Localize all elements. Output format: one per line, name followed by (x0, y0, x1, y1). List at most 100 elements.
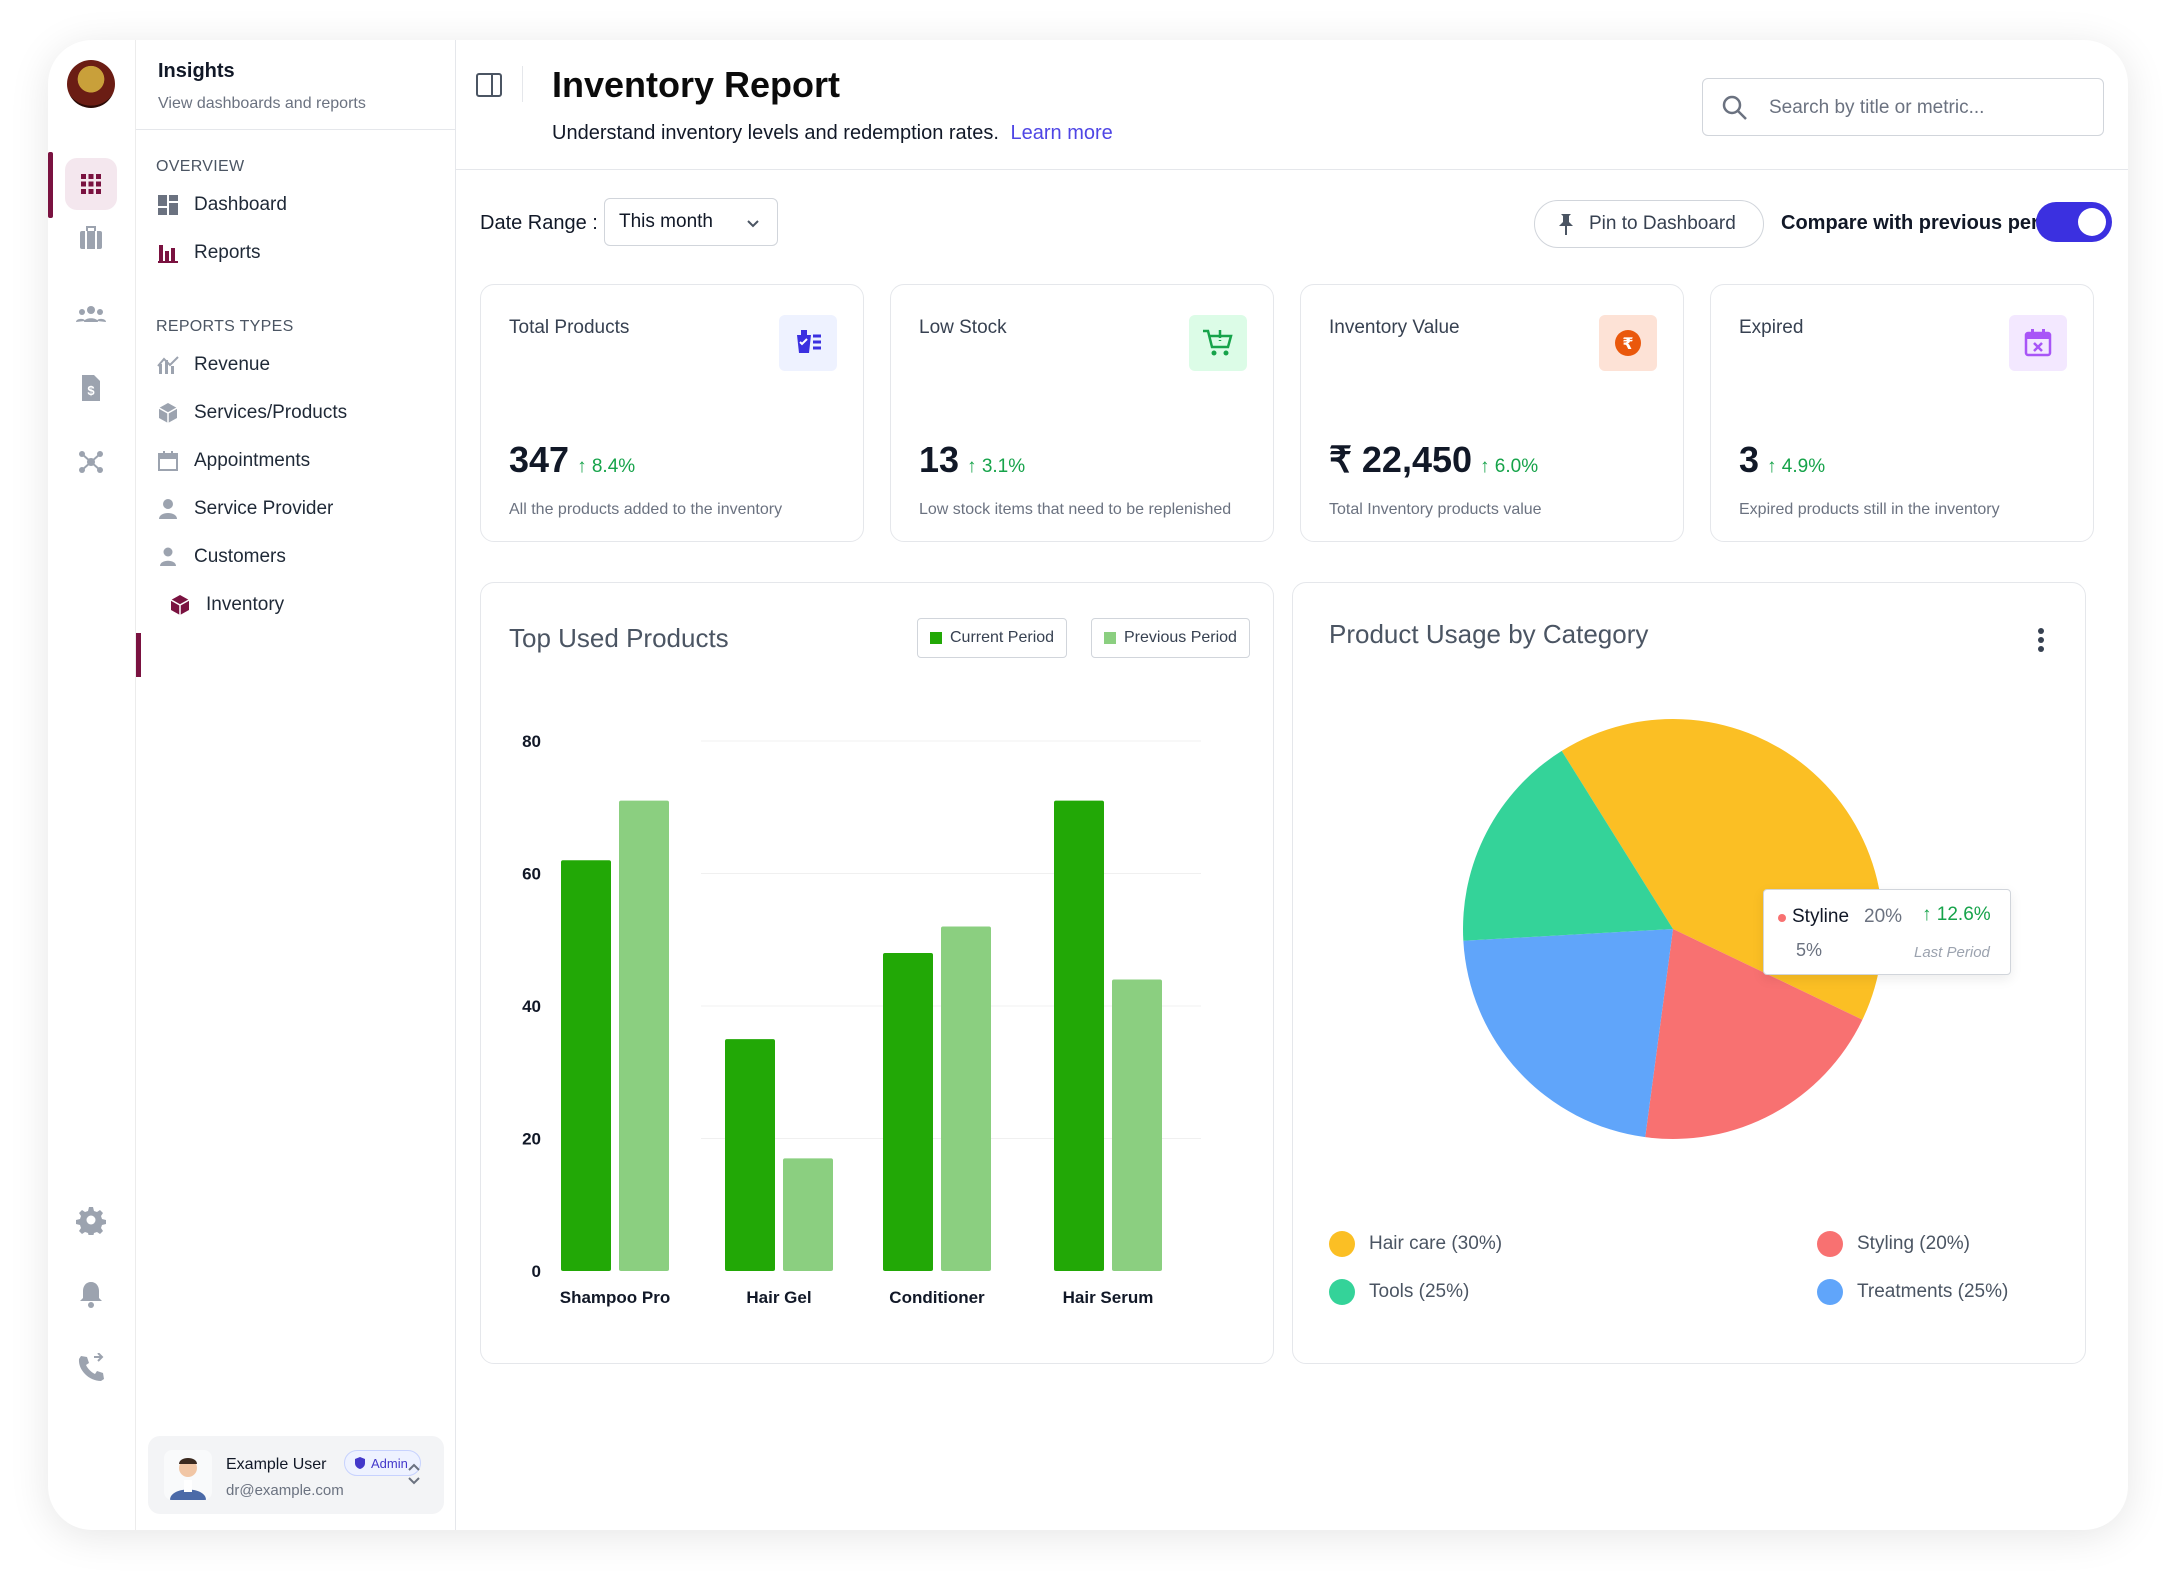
sidebar-toggle-icon[interactable] (474, 70, 504, 100)
compare-toggle[interactable] (2036, 202, 2112, 242)
stat-card-low-stock: Low Stock 13 ↑ 3.1% Low stock items that … (890, 284, 1274, 542)
bar-current[interactable] (883, 953, 933, 1271)
stat-delta: ↑ 8.4% (577, 456, 636, 477)
product-usage-panel: Product Usage by Category Styline 20% ↑ … (1292, 582, 2086, 1364)
rail-settings-button[interactable] (65, 1194, 117, 1246)
avatar (164, 1450, 212, 1500)
sidebar-item-reports[interactable]: Reports (156, 236, 261, 270)
sidebar-item-label: Reports (194, 242, 261, 263)
date-range-select[interactable]: This month (604, 198, 778, 246)
y-tick-label: 80 (522, 732, 541, 751)
page-subtitle: Understand inventory levels and redempti… (552, 122, 1113, 145)
sidebar-subtitle: View dashboards and reports (158, 95, 366, 112)
rail-users-button[interactable] (65, 288, 117, 340)
date-range-label: Date Range : (480, 212, 598, 234)
legend-label: Current Period (950, 629, 1055, 646)
stat-value: 3 ↑ 4.9% (1739, 439, 1825, 481)
pie-legend-styling[interactable]: Styling (20%) (1817, 1231, 1970, 1257)
pin-to-dashboard-button[interactable]: Pin to Dashboard (1534, 200, 1764, 248)
y-tick-label: 60 (522, 865, 541, 884)
rail-invoice-button[interactable]: $ (65, 362, 117, 414)
bar-previous[interactable] (1112, 979, 1162, 1272)
tooltip-previous-value: 5% (1796, 940, 1823, 960)
sidebar-item-label: Customers (194, 546, 286, 567)
stat-value: 347 ↑ 8.4% (509, 439, 635, 481)
learn-more-link[interactable]: Learn more (1010, 122, 1113, 144)
search-box[interactable] (1702, 78, 2104, 136)
stat-delta: ↑ 3.1% (967, 456, 1026, 477)
account-switcher-chevron-icon[interactable] (406, 1458, 422, 1495)
sidebar-item-revenue[interactable]: Revenue (156, 348, 270, 382)
stat-description: Total Inventory products value (1329, 501, 1542, 518)
bar-current[interactable] (1054, 800, 1104, 1271)
stat-title: Total Products (509, 317, 630, 338)
sidebar-active-indicator (136, 633, 141, 677)
pie-legend-treatments[interactable]: Treatments (25%) (1817, 1279, 2008, 1305)
user-name: Example User (226, 1456, 327, 1473)
briefcase-icon (80, 226, 102, 249)
page-header: Inventory Report Understand inventory le… (456, 40, 2128, 170)
tooltip-previous-label: Last Period (1914, 944, 1990, 961)
y-tick-label: 20 (522, 1130, 541, 1149)
bar-previous[interactable] (619, 800, 669, 1271)
rail-network-button[interactable] (65, 436, 117, 488)
sidebar-item-dashboard[interactable]: Dashboard (156, 188, 287, 222)
legend-label: Tools (25%) (1369, 1281, 1470, 1302)
stat-card-inventory-value: Inventory Value ₹ ₹ 22,450 ↑ 6.0% Total I… (1300, 284, 1684, 542)
page-subtitle-text: Understand inventory levels and redempti… (552, 122, 999, 144)
legend-current-period[interactable]: Current Period (917, 618, 1068, 658)
settings-icon (76, 1207, 106, 1235)
pie-legend-tools[interactable]: Tools (25%) (1329, 1279, 1469, 1305)
stat-number: 13 (919, 439, 960, 480)
pie-slice[interactable] (1463, 929, 1673, 1138)
x-tick-label: Conditioner (889, 1288, 985, 1307)
chevron-down-icon (745, 215, 761, 237)
stat-card-total-products: Total Products 347 ↑ 8.4% All the product… (480, 284, 864, 542)
sidebar-item-service-provider[interactable]: Service Provider (156, 492, 333, 526)
rail-grid-button[interactable] (65, 158, 117, 210)
bar-previous[interactable] (783, 1158, 833, 1271)
sidebar-item-inventory[interactable]: Inventory (168, 588, 284, 622)
role-badge: Admin (344, 1450, 421, 1476)
calendar-icon (156, 449, 180, 473)
pie-slice[interactable] (1645, 929, 1863, 1139)
cart-icon (1189, 315, 1247, 371)
bar-current[interactable] (725, 1039, 775, 1271)
sidebar-item-customers[interactable]: Customers (156, 540, 286, 574)
sidebar-title: Insights (158, 60, 235, 82)
dashboard-icon (156, 193, 180, 217)
pin-label: Pin to Dashboard (1589, 213, 1736, 234)
stat-title: Low Stock (919, 317, 1007, 338)
legend-previous-period[interactable]: Previous Period (1091, 618, 1250, 658)
phone-icon (78, 1353, 104, 1381)
rail-bell-button[interactable] (65, 1268, 117, 1320)
shield-icon (355, 1457, 365, 1469)
rail-active-indicator (48, 152, 53, 218)
user-email: dr@example.com (226, 1482, 344, 1499)
stat-delta: ↑ 4.9% (1767, 456, 1826, 477)
rail-briefcase-button[interactable] (65, 212, 117, 264)
search-input[interactable] (1769, 93, 2089, 123)
pie-slice[interactable] (1463, 750, 1673, 941)
legend-label: Treatments (25%) (1857, 1281, 2009, 1302)
search-icon (1721, 94, 1749, 127)
pie-tooltip: Styline 20% ↑ 12.6% 5% Last Period (1763, 889, 2011, 975)
stat-delta: ↑ 6.0% (1480, 456, 1539, 477)
rupee-icon: ₹ (1599, 315, 1657, 371)
stat-description: Expired products still in the inventory (1739, 501, 2000, 518)
rail-phone-button[interactable] (65, 1342, 117, 1394)
bar-previous[interactable] (941, 926, 991, 1272)
sidebar-item-appointments[interactable]: Appointments (156, 444, 310, 478)
user-card[interactable]: Example User Admin dr@example.com (148, 1436, 444, 1514)
pie-legend-hair-care[interactable]: Hair care (30%) (1329, 1231, 1502, 1257)
bell-icon (80, 1282, 102, 1308)
tooltip-dot (1778, 914, 1786, 922)
app-window: $ Insights View dashboards and reports O… (48, 40, 2128, 1530)
legend-dot (1329, 1279, 1355, 1305)
compare-label: Compare with previous period: (1781, 212, 2076, 234)
sidebar-item-services-products[interactable]: Services/Products (156, 396, 347, 430)
more-options-icon[interactable] (2037, 627, 2045, 658)
bar-current[interactable] (561, 860, 611, 1271)
x-tick-label: Hair Serum (1063, 1288, 1154, 1307)
brand-logo[interactable] (67, 60, 115, 108)
